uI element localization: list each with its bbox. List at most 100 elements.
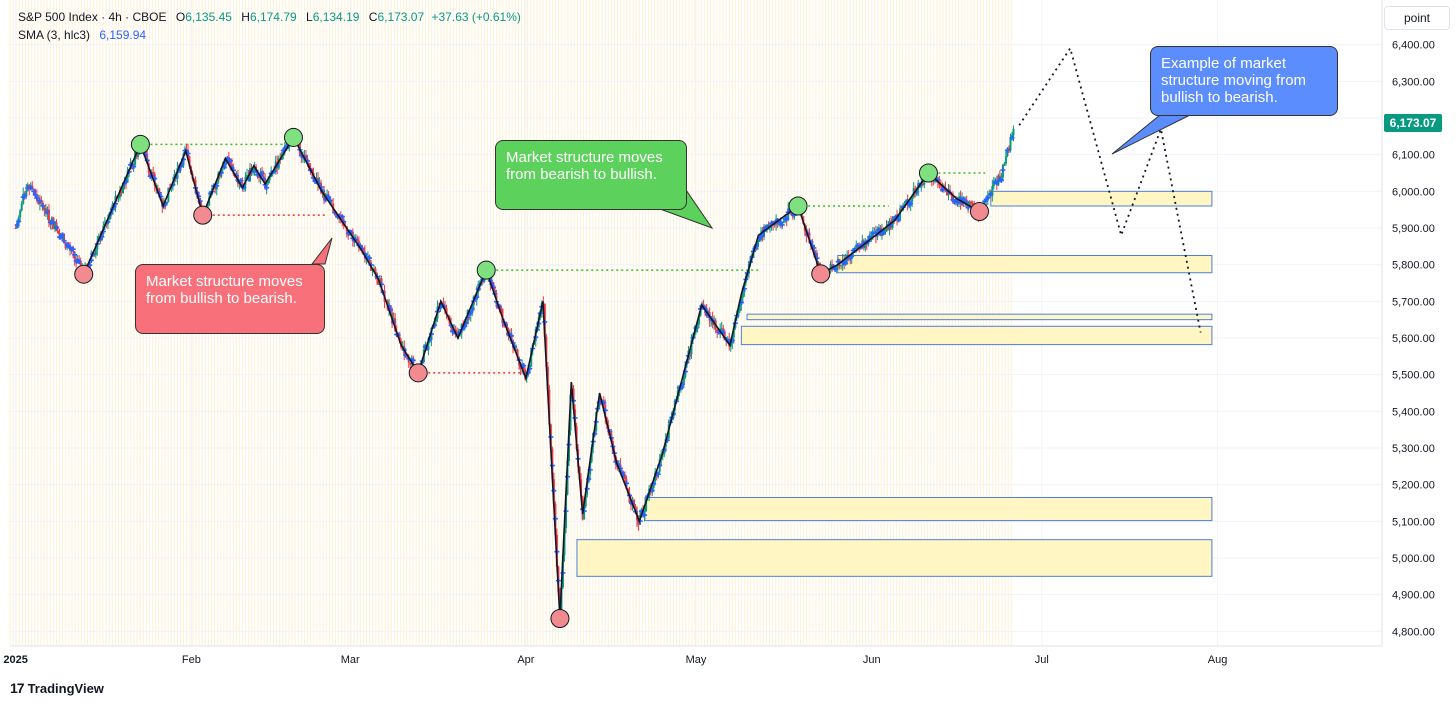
sma-marker: [70, 246, 76, 252]
candle-body: [444, 306, 447, 309]
sma-marker: [988, 191, 994, 197]
candle-body: [245, 175, 248, 177]
swing-low-marker: [74, 264, 94, 284]
candle-body: [921, 183, 924, 185]
candle-body: [855, 245, 858, 250]
swing-high-marker: [918, 163, 938, 183]
open-value: 6,135.45: [185, 10, 232, 24]
y-tick-label: 6,400.00: [1392, 40, 1435, 52]
candle-body: [152, 172, 155, 175]
y-tick-label: 5,100.00: [1392, 516, 1435, 528]
swing-markers-layer: [74, 127, 989, 628]
x-tick-label: Jun: [863, 654, 881, 666]
candle-body: [831, 264, 834, 266]
candle-body: [1012, 128, 1015, 136]
sma-row[interactable]: SMA (3, hlc3) 6,159.94: [18, 26, 521, 44]
candle-body: [258, 176, 261, 178]
chart-legend: S&P 500 Index · 4h · CBOE O6,135.45 H6,1…: [18, 8, 521, 44]
supply-demand-zone: [746, 313, 1213, 321]
callout-bearish-shift: Market structure moves from bullish to b…: [135, 264, 325, 334]
y-tick-label: 5,000.00: [1392, 553, 1435, 565]
sma-marker: [521, 363, 527, 369]
x-tick-label: Jul: [1035, 654, 1049, 666]
candle-body: [188, 156, 191, 167]
candle-body: [94, 249, 97, 256]
candle-body: [122, 182, 125, 194]
supply-demand-zone: [990, 190, 1213, 207]
candle-body: [1009, 138, 1012, 151]
sma-marker: [264, 185, 270, 191]
candle-body: [756, 240, 759, 247]
y-tick-label: 5,700.00: [1392, 296, 1435, 308]
market-structure-line: [82, 135, 980, 619]
tradingview-brand[interactable]: 17 TradingView: [10, 680, 104, 696]
candle-body: [782, 221, 785, 223]
swing-low-marker: [408, 363, 428, 383]
candle-body: [720, 328, 723, 330]
candle-body: [208, 197, 211, 206]
candle-body: [53, 222, 56, 230]
y-tick-label: 6,000.00: [1392, 186, 1435, 198]
y-tick-label: 6,300.00: [1392, 76, 1435, 88]
projection-path: [1018, 46, 1202, 333]
candle-body: [696, 324, 699, 327]
candle-body: [434, 318, 437, 322]
x-tick-label: May: [686, 654, 707, 666]
candle-body: [741, 292, 744, 298]
chart-grid: [10, 0, 1382, 646]
sma-marker: [14, 222, 20, 228]
candle-body: [14, 228, 17, 229]
callout-projection: Example of market structure moving from …: [1150, 46, 1338, 116]
candle-body: [864, 242, 867, 249]
candle-body: [214, 185, 217, 190]
tradingview-logo-icon: 17: [10, 680, 25, 696]
candle-body: [50, 217, 53, 225]
sma-marker: [227, 158, 233, 164]
candle-body: [563, 528, 566, 556]
sma-marker: [22, 193, 28, 199]
candle-body: [885, 225, 888, 232]
sma-marker: [28, 185, 34, 191]
candle-body: [499, 307, 502, 309]
sma-marker: [32, 192, 38, 198]
close-label: C: [368, 10, 378, 24]
candle-body: [335, 212, 338, 217]
time-axis[interactable]: 2025 Feb Mar Apr May Jun Jul Aug: [3, 645, 1382, 666]
y-tick-label: 5,500.00: [1392, 370, 1435, 382]
candle-body: [44, 207, 47, 215]
x-tick-label: Feb: [182, 654, 201, 666]
supply-demand-zone: [837, 255, 1213, 274]
candle-body: [515, 349, 518, 351]
last-price-tag: 6,173.07: [1384, 114, 1442, 132]
candle-body: [253, 166, 256, 173]
high-label: H: [241, 10, 250, 24]
candle-body: [377, 279, 380, 285]
sma-marker: [76, 259, 82, 265]
sma-marker: [985, 195, 991, 201]
sma-marker: [778, 219, 784, 225]
sma-marker: [131, 164, 137, 170]
sma-marker: [994, 180, 1000, 186]
sma-marker: [784, 216, 790, 222]
candle-body: [682, 376, 685, 384]
symbol-label[interactable]: S&P 500 Index · 4h · CBOE: [18, 10, 167, 24]
candle-body: [911, 197, 914, 202]
low-value: 6,134.19: [312, 10, 360, 24]
price-axis[interactable]: 6,400.006,300.006,200.006,100.006,000.00…: [1381, 0, 1435, 646]
change-value: +37.63 (+0.61%): [431, 10, 521, 24]
candle-body: [218, 173, 221, 177]
price-unit-button[interactable]: point: [1384, 6, 1450, 30]
low-label: L: [306, 10, 313, 24]
candle-body: [817, 262, 820, 266]
candle-body: [137, 151, 140, 157]
candle-body: [829, 264, 832, 271]
candle-body: [93, 254, 96, 256]
candle-body: [519, 365, 522, 369]
callout-bullish-shift: Market structure moves from bearish to b…: [495, 140, 687, 210]
high-value: 6,174.79: [249, 10, 297, 24]
candle-body: [900, 208, 903, 210]
sma-marker: [832, 266, 838, 272]
sma-marker: [876, 227, 882, 233]
candle-body: [37, 199, 40, 205]
